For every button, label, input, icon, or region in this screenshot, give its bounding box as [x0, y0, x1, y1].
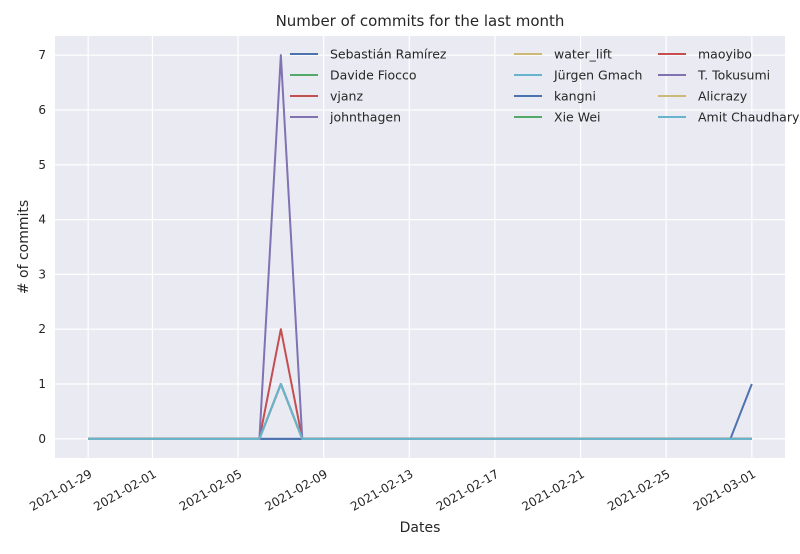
y-axis-label: # of commits — [16, 200, 32, 294]
y-tick-label: 2 — [38, 322, 46, 336]
legend-label: johnthagen — [329, 110, 401, 125]
legend-item: T. Tokusumi — [658, 68, 770, 83]
series-lines — [88, 54, 753, 440]
legend-item: Davide Fiocco — [290, 68, 417, 83]
x-axis-label: Dates — [400, 520, 441, 536]
legend-item: Xie Wei — [514, 110, 601, 125]
legend-item: Sebastián Ramírez — [290, 47, 447, 62]
y-tick-label: 0 — [38, 432, 46, 446]
legend-label: Amit Chaudhary — [698, 110, 800, 125]
x-tick-label: 2021-02-09 — [263, 467, 330, 514]
legend: Sebastián Ramírez Davide Fiocco vjanz johnt… — [290, 47, 800, 125]
legend-item: vjanz — [290, 89, 363, 104]
x-tick-label: 2021-02-25 — [605, 467, 672, 514]
x-tick-label: 2021-01-29 — [27, 467, 94, 514]
x-tick-label: 2021-02-05 — [177, 467, 244, 514]
legend-label: kangni — [554, 89, 596, 104]
legend-item: kangni — [514, 89, 596, 104]
legend-label: T. Tokusumi — [697, 68, 770, 83]
y-tick-label: 1 — [38, 377, 46, 391]
series-line — [88, 383, 752, 440]
legend-label: maoyibo — [698, 47, 752, 62]
legend-label: water_lift — [554, 47, 612, 62]
legend-item: Jürgen Gmach — [514, 68, 642, 83]
legend-item: maoyibo — [658, 47, 752, 62]
legend-item: Alicrazy — [658, 89, 748, 104]
legend-label: Xie Wei — [554, 110, 601, 125]
x-tick-label: 2021-02-21 — [519, 467, 586, 514]
y-tick-label: 4 — [38, 213, 46, 227]
legend-item: Amit Chaudhary — [658, 110, 800, 125]
chart-title: Number of commits for the last month — [276, 12, 565, 30]
x-tick-label: 2021-02-13 — [348, 467, 415, 514]
legend-label: Sebastián Ramírez — [330, 47, 447, 62]
x-tick-label: 2021-03-01 — [691, 467, 758, 514]
y-tick-label: 7 — [38, 48, 46, 62]
plot-background — [55, 36, 785, 458]
legend-item: johnthagen — [290, 110, 401, 125]
x-tick-label: 2021-02-01 — [91, 467, 158, 514]
legend-label: Alicrazy — [698, 89, 748, 104]
gridlines — [55, 36, 785, 458]
legend-label: Jürgen Gmach — [553, 68, 642, 83]
x-tick-label: 2021-02-17 — [434, 467, 501, 514]
legend-label: Davide Fiocco — [330, 68, 417, 83]
y-tick-labels: 0 1 2 3 4 5 6 7 — [38, 48, 46, 446]
y-tick-label: 3 — [38, 267, 46, 281]
legend-item: water_lift — [514, 47, 612, 62]
y-tick-label: 6 — [38, 103, 46, 117]
y-tick-label: 5 — [38, 158, 46, 172]
legend-label: vjanz — [330, 89, 363, 104]
